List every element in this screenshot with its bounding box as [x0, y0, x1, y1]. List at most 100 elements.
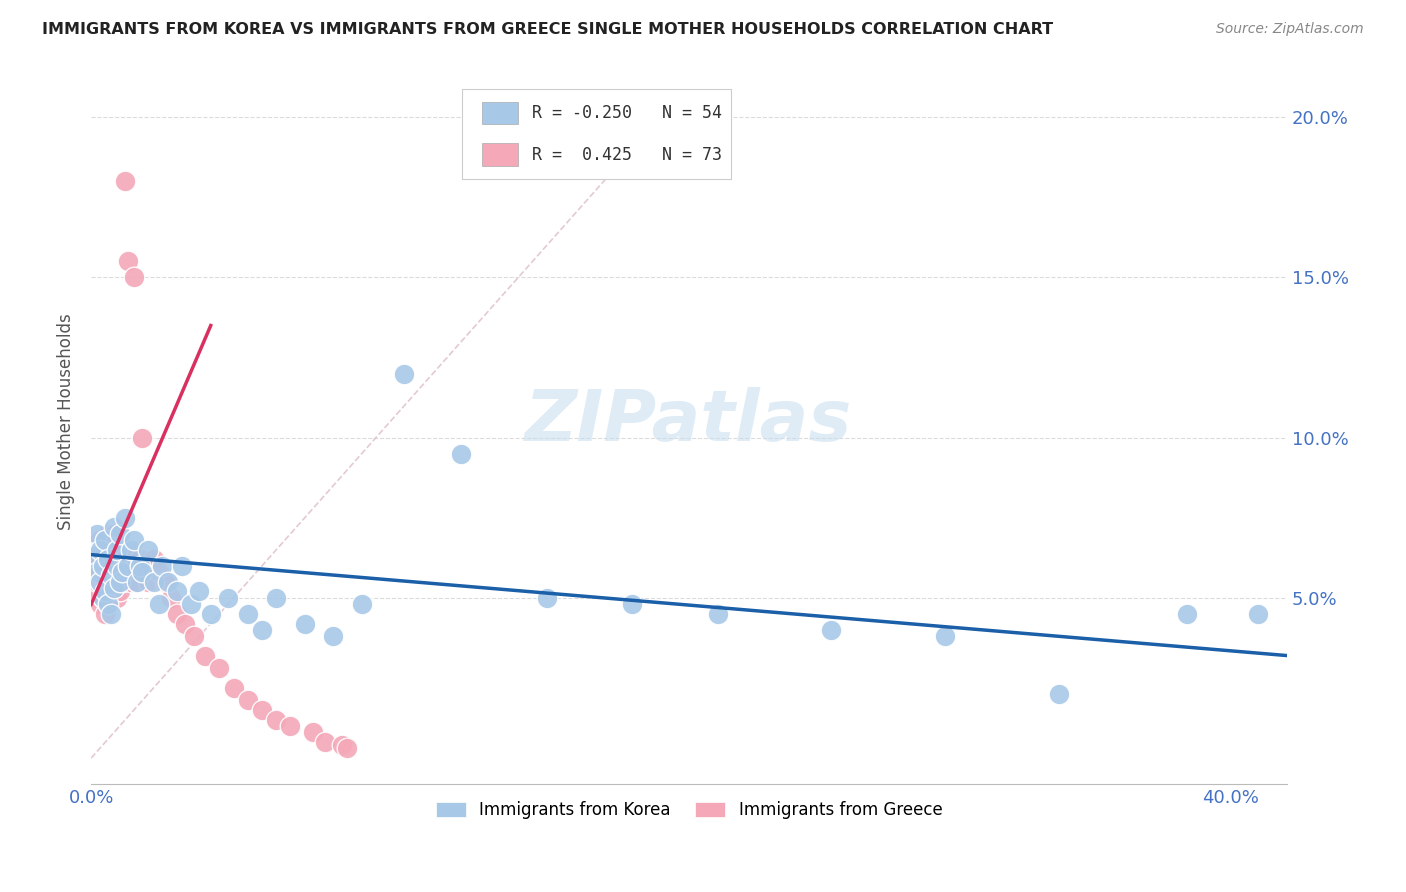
Point — [131, 566, 153, 580]
Point — [91, 574, 114, 589]
Point — [330, 739, 353, 753]
Point — [322, 629, 344, 643]
Point — [97, 597, 120, 611]
Y-axis label: Single Mother Households: Single Mother Households — [58, 313, 75, 530]
Point — [108, 542, 131, 557]
Legend: Immigrants from Korea, Immigrants from Greece: Immigrants from Korea, Immigrants from G… — [429, 795, 949, 826]
Point — [91, 591, 114, 605]
Point — [1175, 607, 1198, 621]
Point — [250, 623, 273, 637]
Point — [86, 566, 108, 580]
Point — [97, 552, 120, 566]
Point — [94, 558, 117, 573]
Point — [117, 558, 139, 573]
Point — [86, 526, 108, 541]
Point — [174, 616, 197, 631]
Point — [100, 591, 122, 605]
Point — [536, 591, 558, 605]
Point — [83, 549, 105, 564]
Point — [105, 542, 128, 557]
Point — [89, 533, 111, 548]
Point — [136, 542, 159, 557]
Point — [336, 741, 359, 756]
Point — [117, 254, 139, 268]
Point — [89, 552, 111, 566]
Point — [89, 566, 111, 580]
Point — [94, 533, 117, 548]
Point — [706, 607, 728, 621]
Point — [103, 552, 125, 566]
Point — [89, 574, 111, 589]
Point — [86, 558, 108, 573]
Point — [94, 542, 117, 557]
Point — [183, 629, 205, 643]
Point — [86, 542, 108, 557]
Point — [83, 566, 105, 580]
Point — [103, 584, 125, 599]
Point — [108, 574, 131, 589]
Point — [91, 558, 114, 573]
Point — [621, 597, 644, 611]
Text: R =  0.425   N = 73: R = 0.425 N = 73 — [533, 145, 723, 163]
Point — [100, 566, 122, 580]
Point — [103, 526, 125, 541]
Point — [117, 566, 139, 580]
Point — [105, 558, 128, 573]
Point — [280, 719, 302, 733]
Point — [94, 584, 117, 599]
Point — [236, 693, 259, 707]
Point — [91, 542, 114, 557]
Point — [120, 574, 142, 589]
Point — [264, 591, 287, 605]
FancyBboxPatch shape — [461, 88, 731, 179]
Point — [122, 533, 145, 548]
Point — [294, 616, 316, 631]
Point — [83, 574, 105, 589]
Point — [111, 566, 134, 580]
Point — [89, 574, 111, 589]
Point — [105, 558, 128, 573]
Point — [89, 542, 111, 557]
Point — [97, 574, 120, 589]
Point — [394, 367, 416, 381]
Point — [150, 558, 173, 573]
Point — [236, 607, 259, 621]
Point — [105, 574, 128, 589]
Point — [125, 574, 148, 589]
Point — [188, 584, 211, 599]
Point — [122, 558, 145, 573]
Point — [100, 542, 122, 557]
Point — [128, 558, 150, 573]
Point — [120, 542, 142, 557]
Point — [94, 584, 117, 599]
Point — [820, 623, 842, 637]
Point — [103, 566, 125, 580]
FancyBboxPatch shape — [482, 144, 517, 166]
Point — [105, 591, 128, 605]
Point — [111, 558, 134, 573]
Point — [222, 681, 245, 695]
Text: Source: ZipAtlas.com: Source: ZipAtlas.com — [1216, 22, 1364, 37]
Point — [97, 526, 120, 541]
Point — [314, 735, 336, 749]
Point — [89, 597, 111, 611]
Point — [148, 597, 170, 611]
Point — [122, 270, 145, 285]
Point — [86, 591, 108, 605]
Point — [148, 566, 170, 580]
Point — [86, 574, 108, 589]
Point — [114, 510, 136, 524]
Point — [166, 607, 188, 621]
Point — [114, 174, 136, 188]
Point — [136, 574, 159, 589]
Point — [153, 574, 176, 589]
Point — [97, 597, 120, 611]
Point — [139, 558, 162, 573]
Point — [128, 552, 150, 566]
Point — [194, 648, 217, 663]
Point — [172, 558, 194, 573]
Point — [103, 582, 125, 596]
Point — [108, 566, 131, 580]
Point — [302, 725, 325, 739]
Point — [200, 607, 222, 621]
